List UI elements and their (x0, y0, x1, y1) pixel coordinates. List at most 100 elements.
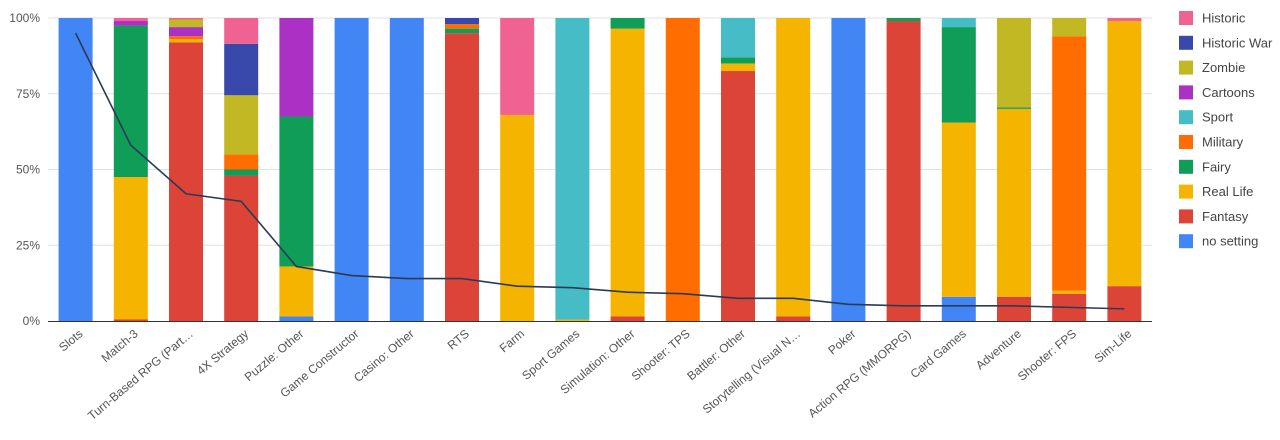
bar-segment-zombie (1052, 18, 1087, 37)
bar-group-battler-other (721, 18, 755, 322)
x-tick-label: Turn-Based RPG (Part… (85, 327, 196, 423)
bar-segment-real-life (279, 266, 314, 317)
bar-group-sport-games (555, 18, 590, 321)
bar-group-storytelling-visual-n (776, 18, 811, 321)
legend-item-fairy: Fairy (1179, 159, 1231, 174)
bar-segment-fairy (113, 25, 148, 178)
bar-group-sim-life (1107, 18, 1142, 321)
bar-segment-real-life (169, 39, 203, 43)
bar-segment-no-setting (279, 316, 314, 321)
x-tick-label: Shooter: TPS (629, 327, 693, 384)
bar-segment-real-life (941, 122, 976, 297)
bar-segment-zombie (169, 19, 203, 28)
legend-label: no setting (1202, 234, 1258, 249)
legend: Historic Historic War Zombie Cartoons Sport M… (1179, 11, 1273, 249)
bar-segment-fantasy (886, 21, 921, 322)
bar-segment-no-setting (58, 18, 93, 321)
bar-segment-zombie (224, 95, 259, 155)
grid-lines (48, 17, 1152, 246)
bar-segment-historic-war (224, 43, 259, 96)
legend-item-cartoons: Cartoons (1179, 85, 1255, 100)
legend-label: Real Life (1202, 184, 1253, 199)
bar-segment-fantasy (721, 71, 755, 322)
x-tick-label: Casino: Other (351, 327, 417, 385)
bar-segment-sport (941, 18, 976, 28)
legend-item-zombie: Zombie (1179, 60, 1245, 75)
y-tick-label: 50% (16, 163, 40, 177)
y-tick-label: 25% (16, 238, 40, 252)
x-tick-label: Adventure (973, 326, 1024, 372)
bar-segment-real-life (776, 18, 811, 317)
bar-segment-historic (224, 18, 259, 44)
bar-segment-real-life (113, 177, 148, 320)
y-tick-label: 0% (23, 314, 41, 328)
bar-segment-fantasy (1107, 286, 1142, 321)
legend-swatch (1179, 209, 1193, 224)
bar-segment-military (224, 154, 259, 170)
legend-swatch (1179, 135, 1193, 149)
bar-segment-military (445, 24, 479, 29)
bar-segment-historic (113, 18, 148, 22)
bar-segment-sport (555, 18, 590, 320)
bars (58, 18, 1142, 322)
x-tick-label: Card Games (908, 327, 969, 381)
legend-label: Historic War (1202, 35, 1273, 50)
legend-item-no-setting: no setting (1179, 234, 1258, 249)
legend-label: Fantasy (1202, 209, 1249, 224)
bar-group-match-3 (113, 18, 148, 321)
legend-swatch (1179, 110, 1193, 125)
bar-group-casino-other (389, 18, 424, 321)
x-tick-label: Action RPG (MMORPG) (805, 327, 913, 421)
bar-segment-zombie (997, 18, 1031, 108)
bar-segment-real-life (610, 28, 645, 317)
bar-segment-fantasy (113, 319, 148, 321)
x-tick-label: Poker (825, 327, 858, 358)
trend-line-path (74, 32, 1125, 310)
x-tick-label: Farm (497, 327, 527, 356)
bar-segment-real-life (555, 319, 590, 321)
bar-segment-fantasy (224, 175, 259, 321)
legend-label: Historic (1202, 11, 1246, 26)
bar-group-slots (58, 18, 93, 321)
legend-label: Zombie (1202, 60, 1245, 75)
bar-segment-real-life (997, 108, 1031, 297)
legend-item-historic-war: Historic War (1179, 35, 1273, 50)
bar-segment-historic (169, 18, 203, 20)
legend-item-fantasy: Fantasy (1179, 209, 1249, 224)
legend-label: Sport (1202, 110, 1233, 125)
bar-group-shooter-tps (665, 18, 700, 321)
bar-group-rts (445, 18, 479, 322)
bar-segment-no-setting (389, 18, 424, 321)
legend-swatch (1179, 60, 1193, 75)
x-tick-label: Sim-Life (1092, 326, 1135, 365)
bar-group-action-rpg-mmorpg (886, 18, 921, 322)
x-tick-label: Shooter: FPS (1015, 327, 1079, 384)
bar-segment-sport (721, 18, 755, 58)
x-tick-label: Match-3 (99, 326, 141, 365)
legend-swatch (1179, 234, 1193, 249)
x-tick-label: Slots (56, 327, 85, 355)
bar-segment-no-setting (941, 296, 976, 321)
bar-group-farm (500, 18, 535, 322)
bar-group-simulation-other (610, 18, 645, 321)
legend-label: Fairy (1202, 159, 1231, 174)
bar-segment-fairy (941, 27, 976, 123)
bar-segment-fairy (445, 28, 479, 34)
bar-segment-military (665, 18, 700, 321)
legend-swatch (1179, 184, 1193, 199)
bar-segment-real-life (721, 63, 755, 72)
legend-swatch (1179, 85, 1193, 100)
bar-segment-real-life (1052, 290, 1087, 294)
trend-line (74, 32, 1125, 310)
legend-item-real-life: Real Life (1179, 184, 1253, 199)
bar-segment-fantasy (776, 316, 811, 321)
legend-swatch (1179, 159, 1193, 174)
x-tick-label: Storytelling (Visual N… (700, 327, 803, 417)
bar-segment-fantasy (169, 42, 203, 322)
bar-group-4x-strategy (224, 18, 259, 321)
bar-group-adventure (997, 18, 1031, 321)
bar-group-poker (831, 18, 866, 321)
bar-segment-military (1052, 36, 1087, 291)
bar-segment-fantasy (610, 316, 645, 321)
